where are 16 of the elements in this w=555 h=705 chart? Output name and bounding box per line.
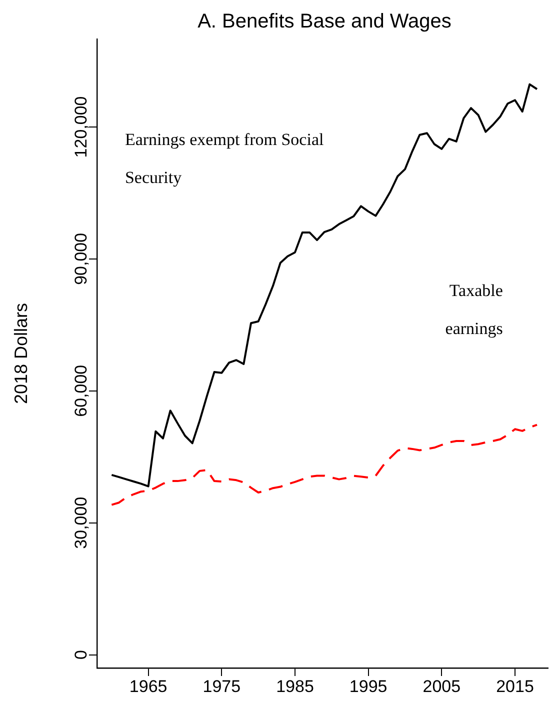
- annotation: Taxable earnings: [445, 281, 503, 338]
- line-series: [110, 424, 538, 506]
- x-tick-label: 1995: [349, 676, 388, 696]
- y-tick-label: 0: [72, 650, 91, 660]
- chart-title: A. Benefits Base and Wages: [198, 10, 452, 33]
- y-tick-label: 60,000: [72, 364, 91, 417]
- y-axis-title: 2018 Dollars: [10, 302, 31, 404]
- x-tick-label: 1985: [276, 676, 314, 696]
- y-tick-label: 120,000: [72, 96, 91, 158]
- annotation: Earnings exempt from Social Security: [124, 130, 324, 188]
- y-tick-label: 90,000: [72, 232, 91, 285]
- x-tick-label: 1965: [129, 676, 168, 696]
- x-tick-label: 2005: [422, 676, 461, 696]
- x-tick-label: 2015: [496, 676, 534, 696]
- y-tick-label: 30,000: [72, 496, 91, 549]
- x-tick-label: 1975: [202, 676, 241, 696]
